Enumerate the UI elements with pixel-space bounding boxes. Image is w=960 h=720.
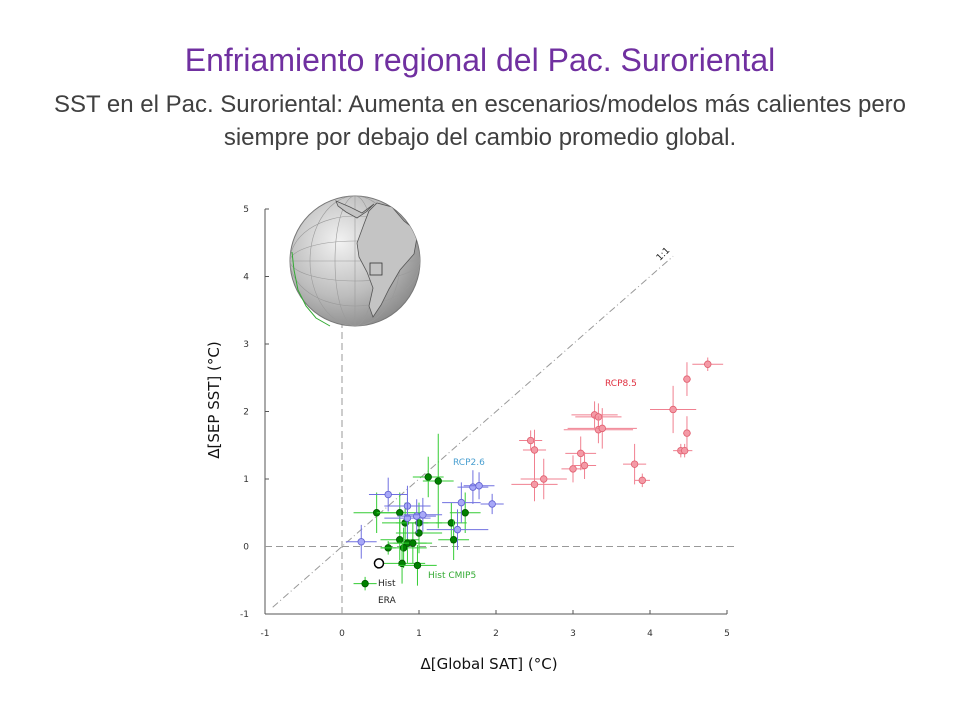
hist-cmip5-point — [447, 519, 456, 527]
hist-cmip5-point — [434, 477, 442, 485]
rcp2-6-point — [453, 525, 462, 534]
rcp8-5-point — [530, 446, 539, 454]
rcp26-label: RCP2.6 — [453, 458, 485, 468]
hist-cmip5-point — [409, 539, 417, 547]
rcp85-label: RCP8.5 — [605, 379, 637, 389]
hist-cmip5-point — [399, 544, 408, 552]
tick-labels: -1 0 1 2 3 4 5 -1 0 1 2 3 4 5 — [240, 205, 730, 639]
rcp8-5-point — [580, 461, 589, 470]
rcp8-5-point — [683, 375, 691, 383]
rcp8-5-point — [569, 465, 577, 473]
data-points — [345, 357, 724, 591]
central-america-outline — [335, 200, 375, 219]
rcp2-6-point — [457, 498, 466, 507]
x-tick-label: 1 — [416, 629, 422, 639]
hist-cmip5-point — [449, 536, 458, 544]
globe-inset — [289, 195, 421, 327]
rcp2-6-point — [475, 482, 483, 490]
rcp2-6-point — [419, 511, 427, 519]
x-tick-label: 0 — [339, 629, 345, 639]
reference-lines — [265, 255, 735, 614]
x-tick-label: 2 — [493, 629, 499, 639]
rcp8-5-point — [704, 360, 712, 368]
y-tick-label: 4 — [243, 273, 249, 283]
rcp2-6-point — [488, 500, 496, 508]
rcp8-5-point — [669, 405, 677, 414]
hist-cmip5-point — [424, 473, 432, 481]
hist-cmip5-point — [396, 509, 404, 517]
y-tick-label: 5 — [243, 205, 249, 215]
rcp2-6-point — [469, 483, 477, 491]
one-to-one-label: 1:1 — [655, 246, 672, 263]
sep-region-box — [369, 262, 383, 276]
rcp8-5-point — [683, 429, 691, 437]
hist-cmip5-point — [396, 536, 404, 544]
rcp2-6-point — [412, 512, 421, 520]
hist-era-label-line2: ERA — [378, 596, 397, 606]
rcp2-6-point — [357, 538, 365, 546]
rcp8-5-point — [540, 475, 548, 483]
rcp8-5-point — [530, 480, 539, 489]
rcp8-5-point — [577, 449, 585, 458]
y-tick-label: 2 — [243, 408, 249, 418]
one-to-one-line — [272, 255, 674, 608]
rcp8-5-point — [680, 446, 689, 455]
y-axis-title: Δ[SEP SST] (°C) — [205, 341, 223, 458]
green-boundary — [291, 251, 331, 327]
hist-cmip5-point — [461, 509, 469, 517]
x-tick-label: 5 — [724, 629, 730, 639]
slide-subtitle: SST en el Pac. Suroriental: Aumenta en e… — [53, 91, 907, 151]
slide-title: Enfriamiento regional del Pac. Surorient… — [184, 42, 776, 78]
y-tick-label: 1 — [243, 475, 249, 485]
x-tick-label: -1 — [261, 629, 270, 639]
y-tick-label: -1 — [240, 610, 249, 620]
hist-era-label-line1: Hist — [378, 579, 396, 589]
hist-cmip5-point — [361, 579, 369, 588]
x-tick-label: 4 — [647, 629, 653, 639]
rcp8-5-point — [598, 424, 606, 433]
x-axis-title: Δ[Global SAT] (°C) — [420, 655, 557, 673]
hist-cmip5-label: Hist CMIP5 — [428, 571, 476, 581]
rcp8-5-point — [638, 476, 646, 485]
hist-cmip5-point — [413, 561, 422, 570]
y-tick-label: 3 — [243, 340, 249, 350]
rcp8-5-point — [526, 436, 535, 445]
x-tick-label: 3 — [570, 629, 576, 639]
rcp2-6-point — [384, 490, 392, 499]
y-tick-label: 0 — [243, 543, 249, 553]
hist-cmip5-point — [415, 529, 423, 537]
hist-era-point — [373, 558, 385, 569]
rcp8-5-point — [630, 460, 639, 468]
